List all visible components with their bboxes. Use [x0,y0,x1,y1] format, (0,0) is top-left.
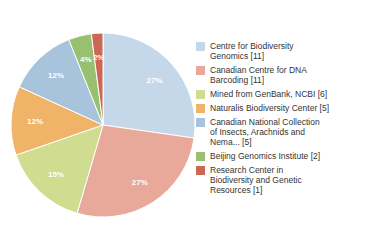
html-text:Centre for Biodiversity Genomi: Centre for Biodiversity Genomics [11] [210,41,294,61]
svg-text:27%: 27% [146,76,162,85]
svg-text:15%: 15% [48,170,64,179]
svg-text:12%: 12% [48,71,64,80]
svg-text:12%: 12% [27,117,43,126]
svg-text:27%: 27% [132,178,148,187]
html-text:Canadian National Collection o: Canadian National Collection of Insects,… [210,117,320,147]
html-text:Research Center in Biodiversit: Research Center in Biodiversity and Gene… [210,165,302,195]
html-text:Mined from GenBank, NCBI [6]: Mined from GenBank, NCBI [6] [210,89,328,99]
svg-text:2%: 2% [93,53,105,62]
svg-text:4%: 4% [80,55,92,64]
html-text:Naturalis Biodiversity Center: Naturalis Biodiversity Center [5] [210,103,329,113]
html-text:Canadian Centre for DNA Barcod: Canadian Centre for DNA Barcoding [11] [210,65,307,85]
html-text:Beijing Genomics Institute [2]: Beijing Genomics Institute [2] [210,151,321,161]
